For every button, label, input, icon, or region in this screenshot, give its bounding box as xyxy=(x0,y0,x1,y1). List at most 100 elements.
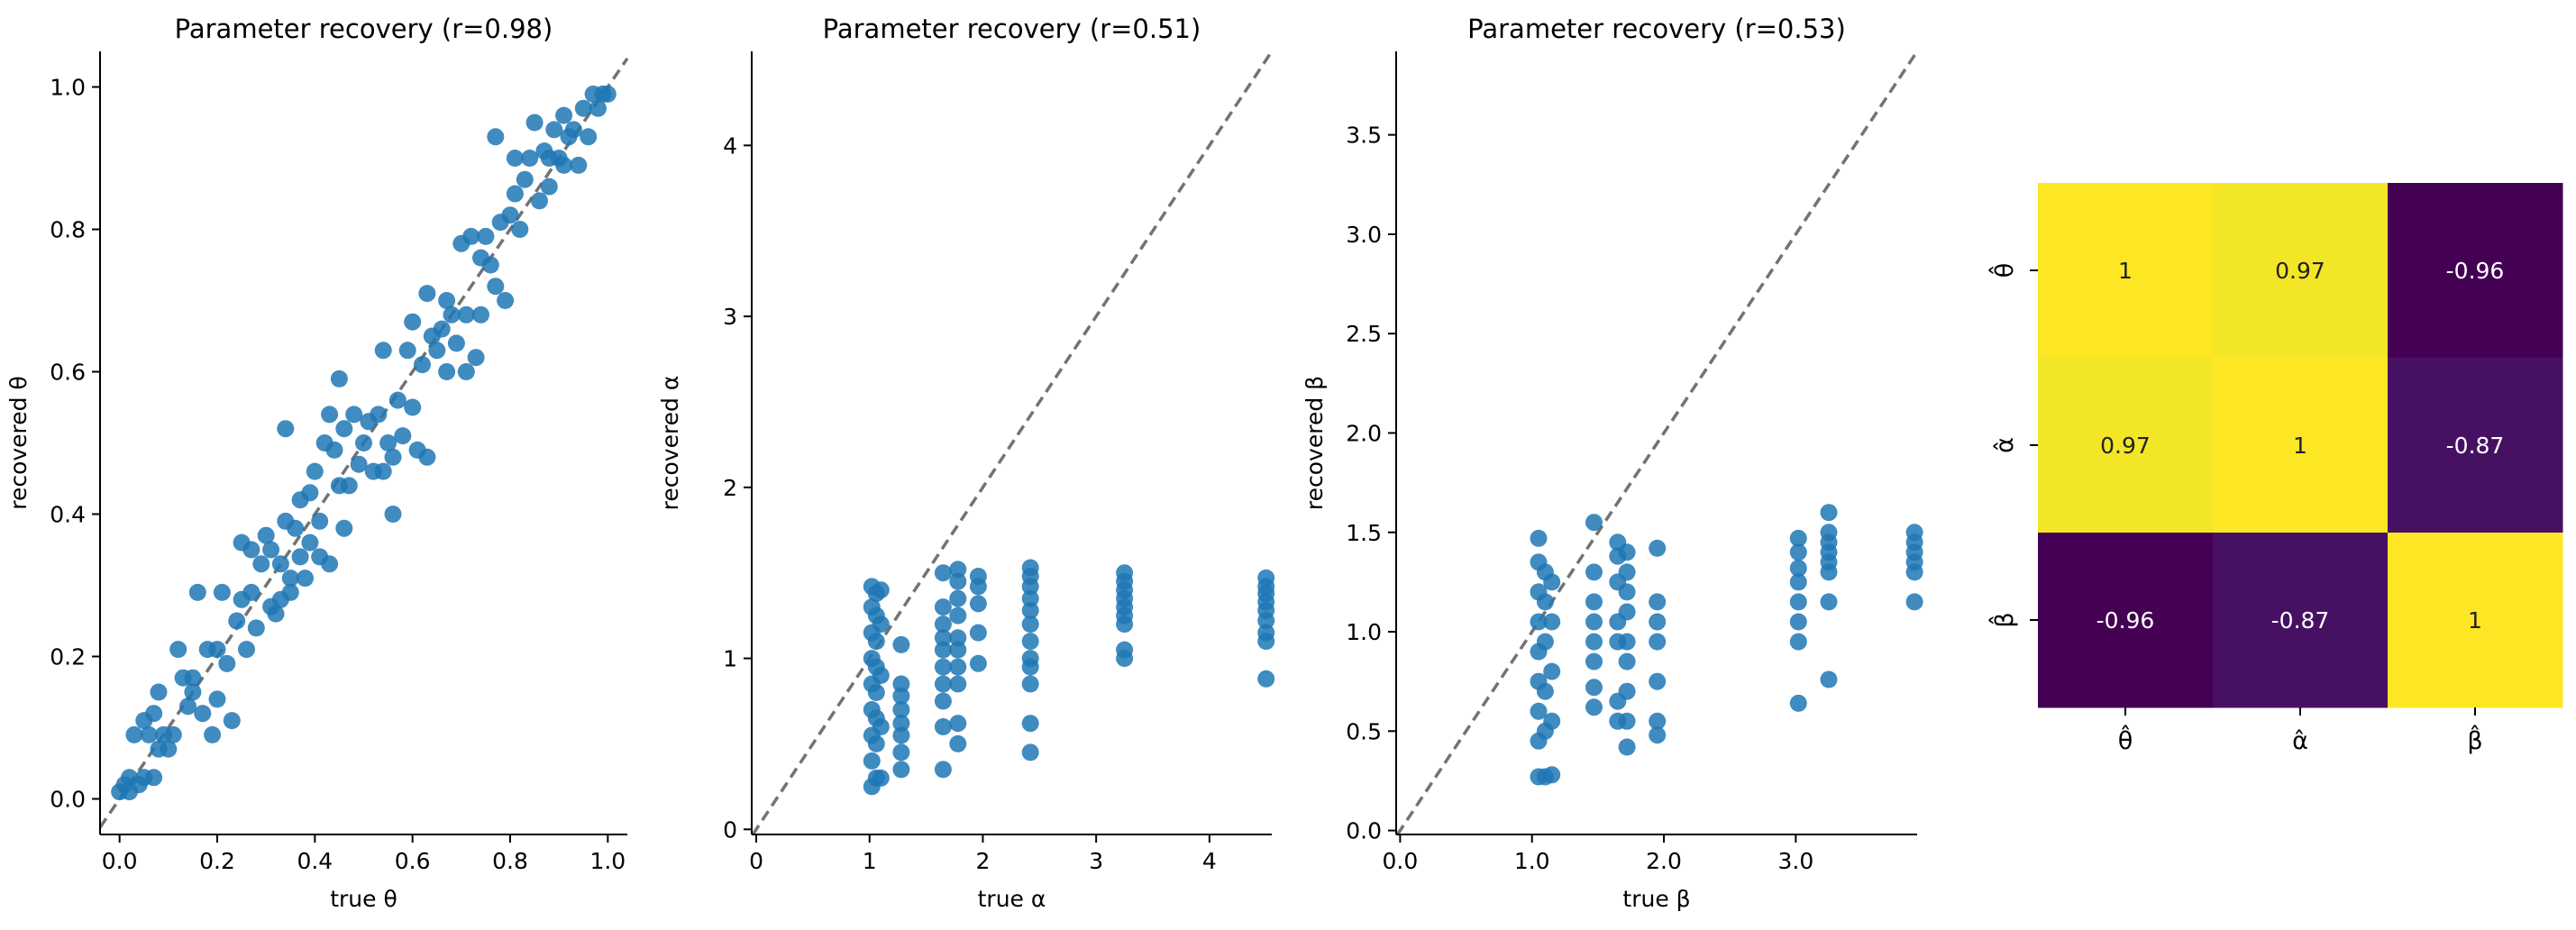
data-point xyxy=(355,434,372,451)
data-point xyxy=(872,667,890,684)
x-tick-label: 2 xyxy=(975,848,990,874)
data-point xyxy=(487,278,505,296)
y-tick-label: 2.0 xyxy=(1346,420,1382,446)
data-point xyxy=(438,363,456,380)
heatmap-row-label: α̂ xyxy=(1991,437,2019,453)
heatmap-cell xyxy=(2388,183,2563,359)
data-point xyxy=(1116,564,1134,582)
data-point xyxy=(1021,559,1039,577)
data-point xyxy=(1021,715,1039,733)
x-tick-label: 3.0 xyxy=(1777,848,1813,874)
y-axis-label: recovered θ xyxy=(5,376,32,510)
data-point xyxy=(497,292,515,309)
data-point xyxy=(545,121,563,139)
data-point xyxy=(1618,603,1636,621)
data-point xyxy=(511,221,529,238)
x-tick-label: 1.0 xyxy=(589,848,626,874)
data-point xyxy=(1021,650,1039,668)
data-point xyxy=(447,334,465,352)
data-point xyxy=(1618,712,1636,730)
x-tick-label: 0 xyxy=(749,848,763,874)
data-point xyxy=(1820,670,1838,688)
data-point xyxy=(1649,539,1667,557)
heatmap-cell-value: 1 xyxy=(2118,258,2133,284)
data-point xyxy=(374,342,392,360)
y-tick-label: 0.8 xyxy=(50,217,86,243)
data-point xyxy=(934,675,952,693)
x-axis-label: true β xyxy=(1622,886,1690,912)
data-point xyxy=(418,285,436,303)
data-point xyxy=(311,512,329,530)
data-point xyxy=(379,434,397,451)
data-point xyxy=(184,669,202,687)
data-point xyxy=(863,752,881,770)
data-point xyxy=(125,725,143,743)
data-point xyxy=(589,99,607,117)
data-point xyxy=(892,726,910,744)
data-point xyxy=(506,185,524,203)
data-point xyxy=(1649,672,1667,690)
data-point xyxy=(1585,613,1603,631)
heatmap-cell xyxy=(2213,533,2389,708)
y-tick-label: 2 xyxy=(723,475,737,501)
data-point xyxy=(1905,524,1923,542)
chart-title: Parameter recovery (r=0.53) xyxy=(1467,14,1846,44)
x-tick-label: 0.0 xyxy=(1383,848,1419,874)
x-tick-label: 2.0 xyxy=(1646,848,1682,874)
data-point xyxy=(1618,682,1636,700)
data-point xyxy=(892,715,910,733)
data-point xyxy=(1116,641,1134,659)
data-point xyxy=(598,85,617,103)
y-tick-label: 3 xyxy=(723,304,737,330)
data-point xyxy=(223,712,241,730)
data-point xyxy=(330,369,348,388)
data-point xyxy=(257,526,275,544)
data-point xyxy=(1585,593,1603,611)
data-point xyxy=(487,128,505,146)
data-point xyxy=(438,292,456,309)
data-point xyxy=(481,256,499,274)
x-tick-label: 1 xyxy=(863,848,877,874)
data-point xyxy=(1789,573,1807,591)
data-point xyxy=(150,683,168,701)
data-point xyxy=(1257,670,1275,688)
data-point xyxy=(228,612,246,630)
data-point xyxy=(394,427,412,445)
data-point xyxy=(564,121,582,139)
data-point xyxy=(949,675,967,693)
data-point xyxy=(1789,529,1807,547)
data-point xyxy=(194,705,212,723)
data-point xyxy=(398,342,416,360)
data-point xyxy=(1585,679,1603,697)
data-point xyxy=(1618,633,1636,651)
data-point xyxy=(457,305,475,324)
data-point xyxy=(388,391,406,409)
heatmap-col-label: β̂ xyxy=(2467,725,2482,755)
heatmap-cell xyxy=(2213,358,2389,533)
data-point xyxy=(949,629,967,647)
data-point xyxy=(1585,633,1603,651)
data-point xyxy=(267,605,285,623)
heatmap-cell-value: 1 xyxy=(2293,433,2307,459)
data-point xyxy=(1021,615,1039,634)
chart-title: Parameter recovery (r=0.98) xyxy=(175,14,553,44)
data-point xyxy=(301,484,319,502)
data-point xyxy=(374,462,392,480)
data-point xyxy=(384,448,402,466)
data-point xyxy=(1543,613,1561,631)
data-point xyxy=(1257,569,1275,587)
data-point xyxy=(580,128,598,146)
heatmap-cell-value: -0.87 xyxy=(2446,433,2505,459)
data-point xyxy=(204,725,222,743)
data-point xyxy=(462,227,480,245)
heatmap-cell xyxy=(2388,533,2563,708)
data-point xyxy=(321,555,339,573)
data-point xyxy=(949,606,967,625)
scatter-panel-beta: 0.0 1.0 2.0 3.0 0.0 0.5 1.0 1.5 2.0 2.5 3.0 3.5 Para… xyxy=(1302,14,1923,912)
data-point xyxy=(1649,633,1667,651)
data-point xyxy=(867,633,885,651)
data-point xyxy=(1536,633,1554,651)
data-point xyxy=(1649,726,1667,744)
data-point xyxy=(325,441,343,459)
